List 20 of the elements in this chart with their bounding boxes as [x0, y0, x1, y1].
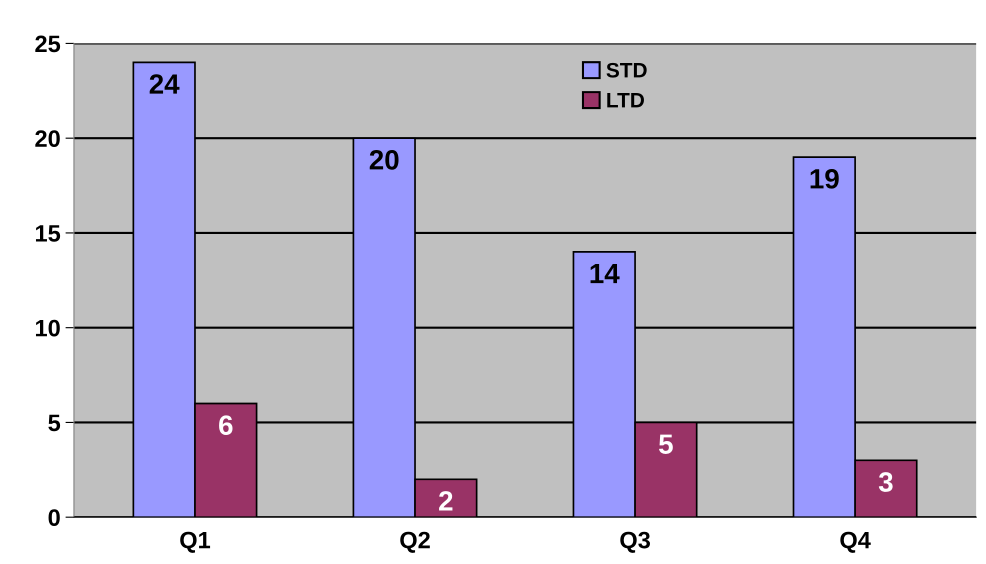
data-label: 19: [810, 168, 839, 189]
data-label: 5: [659, 434, 673, 454]
x-tick-label: Q2: [400, 532, 430, 553]
y-tick-label: 0: [48, 509, 60, 526]
y-tick-label: 10: [36, 320, 60, 336]
legend-label: LTD: [607, 93, 644, 108]
data-label: 6: [219, 415, 233, 435]
legend-label: STD: [606, 62, 647, 78]
y-tick-label: 5: [48, 414, 60, 432]
x-tick-label: Q1: [180, 532, 210, 553]
data-label: 24: [150, 74, 180, 94]
y-tick-label: 25: [35, 35, 60, 52]
data-label: 14: [590, 264, 620, 284]
y-tick-label: 20: [35, 130, 60, 147]
data-label: 20: [370, 150, 399, 170]
x-tick-label: Q3: [620, 532, 650, 553]
y-tick-label: 15: [36, 225, 60, 242]
data-label: 3: [878, 472, 893, 492]
data-label: 2: [439, 491, 452, 511]
x-tick-label: Q4: [840, 532, 871, 553]
